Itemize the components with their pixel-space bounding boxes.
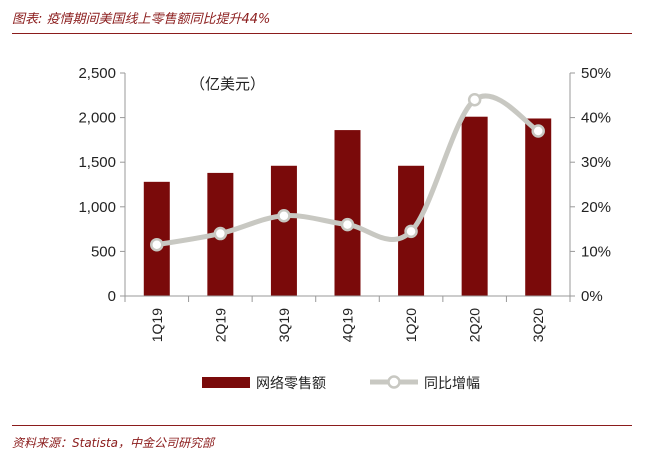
y-left-tick-label: 1,500 [78, 154, 116, 171]
y-right-tick-label: 40% [581, 110, 611, 127]
legend-bar-swatch [202, 377, 250, 388]
y-right-tick-label: 20% [581, 199, 611, 216]
yoy-point-2q20 [467, 93, 482, 107]
source-divider [12, 425, 632, 426]
legend-bar-label: 网络零售额 [256, 376, 326, 392]
title-divider [12, 33, 632, 34]
y-left-tick-label: 0 [108, 288, 116, 305]
yoy-point-3q20 [531, 124, 545, 138]
yoy-point-1q19 [150, 237, 164, 252]
yoy-point-1q20 [404, 224, 418, 239]
x-tick-label: 1Q20 [403, 308, 419, 342]
yoy-point-4q19 [340, 217, 355, 232]
x-tick-label: 3Q19 [276, 308, 292, 342]
yoy-point-2q19 [213, 226, 228, 241]
y-right-tick-label: 30% [581, 154, 611, 171]
y-left-tick-label: 1,000 [78, 199, 116, 216]
x-tick-label: 2Q20 [467, 308, 483, 342]
x-tick-label: 2Q19 [212, 308, 228, 342]
y-left-tick-label: 500 [91, 243, 116, 260]
x-tick-label: 1Q19 [149, 308, 165, 342]
y-left-tick-label: 2,000 [78, 110, 116, 127]
bar-3q19 [270, 165, 297, 296]
legend-line-marker [387, 375, 401, 389]
yoy-point-3q19 [277, 208, 291, 223]
x-tick-label: 4Q19 [340, 308, 356, 342]
x-tick-label: 3Q20 [530, 308, 546, 342]
bar-2q20 [461, 116, 488, 296]
y-left-tick-label: 2,500 [78, 65, 116, 82]
y-right-tick-label: 0% [581, 288, 603, 305]
bar-4q19 [334, 130, 361, 296]
bar-3q20 [525, 118, 552, 296]
legend-line-label: 同比增幅 [424, 376, 480, 392]
y-right-tick-label: 10% [581, 243, 611, 260]
unit-label: （亿美元） [190, 75, 265, 93]
figure-title: 图表: 疫情期间美国线上零售额同比提升44% [12, 12, 271, 27]
figure-source: 资料来源：Statista，中金公司研究部 [12, 436, 215, 450]
y-right-tick-label: 50% [581, 65, 611, 82]
